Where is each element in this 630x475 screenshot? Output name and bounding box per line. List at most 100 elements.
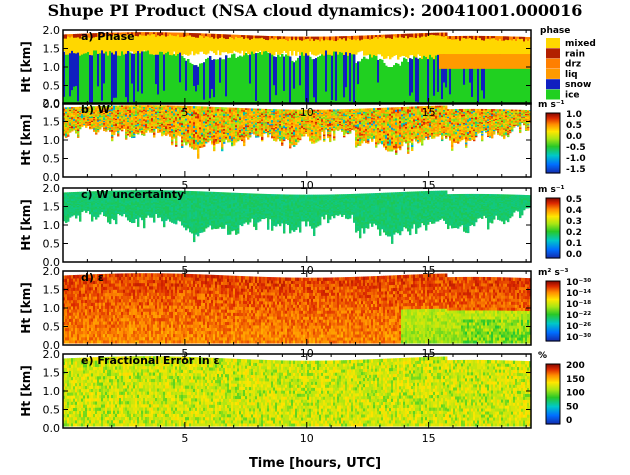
phase-cell-drz xyxy=(419,33,422,38)
phase-cell-snow xyxy=(249,52,252,84)
heat-cell xyxy=(171,128,174,131)
heat-cell xyxy=(175,109,178,112)
heat-cell xyxy=(73,107,76,109)
phase-cell-ice xyxy=(455,58,458,104)
phase-cell-ice xyxy=(281,53,284,104)
heat-cell xyxy=(75,130,78,133)
heat-cell xyxy=(157,128,160,131)
heat-cell xyxy=(193,129,196,133)
heat-cell xyxy=(115,121,118,124)
heat-cell xyxy=(235,132,238,135)
heat-cell xyxy=(115,120,118,123)
phase-cell-mixed xyxy=(449,36,452,56)
heat-cell xyxy=(175,137,178,140)
heat-cell xyxy=(211,122,214,125)
phase-cell-drz xyxy=(79,33,82,39)
heat-cell xyxy=(225,120,228,123)
heat-cell xyxy=(71,115,74,118)
phase-cell-mixed xyxy=(129,32,132,52)
phase-cell-liq xyxy=(499,54,502,69)
phase-cell-mixed xyxy=(263,35,266,52)
phase-cell-mixed xyxy=(233,34,236,51)
heat-cell xyxy=(139,117,142,120)
heat-cell xyxy=(215,135,218,138)
heat-cell xyxy=(233,116,236,119)
heat-cell xyxy=(151,122,154,125)
heat-cell xyxy=(153,124,156,126)
phase-cell-ice xyxy=(473,56,476,104)
heat-cell xyxy=(203,111,206,115)
phase-cell-drz xyxy=(113,32,116,35)
heat-cell xyxy=(237,116,240,119)
heat-cell xyxy=(229,130,232,133)
phase-cell-liq xyxy=(507,54,510,69)
phase-cell-drz xyxy=(235,34,238,37)
heat-cell xyxy=(233,133,236,136)
heat-cell xyxy=(105,117,108,119)
heat-cell xyxy=(153,115,156,118)
phase-cell-drz xyxy=(489,36,492,40)
heat-cell xyxy=(203,122,206,126)
heat-cell xyxy=(157,112,160,115)
heat-cell xyxy=(169,125,172,127)
heat-cell xyxy=(149,127,152,129)
heat-cell xyxy=(67,111,70,113)
heat-cell xyxy=(229,115,232,118)
heat-cell xyxy=(89,106,92,108)
heat-cell xyxy=(233,143,236,146)
phase-cell-ice xyxy=(321,47,324,104)
heat-cell xyxy=(209,108,212,111)
heat-cell xyxy=(199,134,202,137)
heat-cell xyxy=(219,138,222,141)
heat-cell xyxy=(227,115,230,118)
heat-cell xyxy=(181,128,184,131)
heat-cell xyxy=(147,114,150,116)
heat-cell xyxy=(63,119,66,121)
phase-cell-mixed xyxy=(221,34,224,53)
phase-cell-mixed xyxy=(127,32,130,51)
phase-cell-liq xyxy=(469,54,472,69)
phase-cell-ice xyxy=(517,42,520,104)
heat-cell xyxy=(95,118,98,121)
heat-cell xyxy=(111,137,114,140)
heat-cell xyxy=(67,135,70,137)
heat-cell xyxy=(177,117,180,120)
phase-cell-liq xyxy=(511,54,514,69)
heat-cell xyxy=(127,130,130,133)
heat-cell xyxy=(135,115,138,118)
heat-cell xyxy=(237,131,240,134)
heat-cell xyxy=(143,132,146,135)
heat-cell xyxy=(63,134,66,137)
heat-cell xyxy=(105,118,108,121)
heat-cell xyxy=(215,120,218,123)
heat-cell xyxy=(79,114,82,117)
phase-cell-drz xyxy=(507,36,510,41)
heat-cell xyxy=(73,121,76,124)
heat-cell xyxy=(69,120,72,123)
phase-cell-drz xyxy=(269,36,272,40)
heat-cell xyxy=(143,117,146,120)
phase-cell-drz xyxy=(231,34,234,38)
heat-cell xyxy=(173,111,176,114)
heat-cell xyxy=(163,133,166,135)
heat-cell xyxy=(159,117,162,120)
heat-cell xyxy=(165,117,168,120)
heat-cell xyxy=(215,111,218,115)
heat-cell xyxy=(63,107,66,110)
heat-cell xyxy=(139,112,142,115)
heat-cell xyxy=(81,118,84,120)
heat-cell xyxy=(131,120,134,122)
heat-cell xyxy=(191,121,194,124)
heat-cell xyxy=(135,110,138,113)
heat-cell xyxy=(165,108,168,110)
phase-cell-drz xyxy=(291,36,294,41)
heat-cell xyxy=(219,107,222,110)
heat-cell xyxy=(161,115,164,117)
phase-cell-drz xyxy=(485,35,488,39)
phase-cell-ice xyxy=(319,55,322,104)
heat-cell xyxy=(167,114,170,117)
heat-cell xyxy=(71,128,74,131)
heat-cell xyxy=(81,117,84,119)
heat-cell xyxy=(175,131,178,134)
